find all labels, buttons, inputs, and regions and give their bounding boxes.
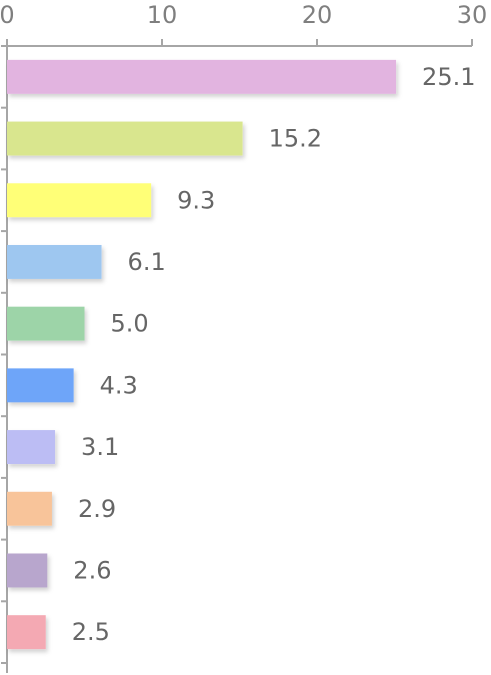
bar-10 bbox=[7, 615, 46, 650]
data-label-8: 2.9 bbox=[78, 495, 116, 523]
data-label-1: 25.1 bbox=[422, 63, 475, 91]
bar-6 bbox=[7, 368, 74, 403]
data-label-4: 6.1 bbox=[128, 248, 166, 276]
bar-7 bbox=[7, 430, 56, 465]
bar-5 bbox=[7, 306, 85, 341]
data-label-9: 2.6 bbox=[73, 556, 111, 584]
data-label-3: 9.3 bbox=[177, 186, 215, 214]
data-label-5: 5.0 bbox=[111, 310, 149, 338]
bar-1 bbox=[7, 59, 397, 94]
value-labels: 25.1 15.2 9.3 6.1 5.0 4.3 3.1 2.9 2.6 2.5 bbox=[72, 63, 476, 646]
bar-3 bbox=[7, 183, 152, 218]
bar-4 bbox=[7, 244, 102, 279]
x-tick-label: 30 bbox=[457, 1, 488, 29]
data-label-7: 3.1 bbox=[81, 433, 119, 461]
bar-2 bbox=[7, 121, 243, 156]
data-label-6: 4.3 bbox=[100, 371, 138, 399]
bars bbox=[7, 59, 397, 650]
x-tick-label: 10 bbox=[147, 1, 178, 29]
bar-9 bbox=[7, 553, 48, 588]
data-label-2: 15.2 bbox=[269, 125, 322, 153]
x-tick-label: 20 bbox=[302, 1, 333, 29]
bar-8 bbox=[7, 491, 52, 526]
x-tick-label: 0 bbox=[0, 1, 15, 29]
data-label-10: 2.5 bbox=[72, 618, 110, 646]
